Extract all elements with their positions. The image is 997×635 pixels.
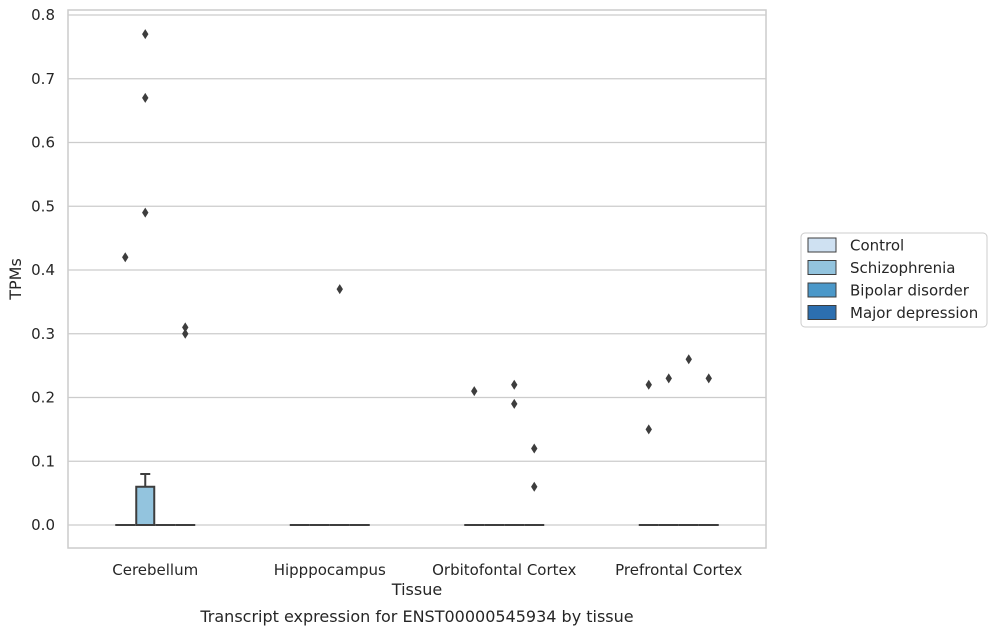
x-tick-label: Hipppocampus <box>274 561 386 579</box>
x-axis-label: Tissue <box>391 580 442 599</box>
outlier-point <box>122 252 129 263</box>
outlier-point <box>471 386 478 397</box>
y-tick-label: 0.5 <box>31 197 55 215</box>
outlier-point <box>142 207 149 218</box>
outlier-point <box>531 443 538 454</box>
outlier-point <box>511 398 518 409</box>
outlier-point <box>182 322 189 333</box>
outlier-point <box>531 481 538 492</box>
legend-swatch <box>807 260 837 275</box>
y-axis-label: TPMs <box>6 258 25 301</box>
x-tick-label: Orbitofontal Cortex <box>432 561 576 579</box>
grid-lines <box>68 14 766 526</box>
boxes <box>115 473 719 526</box>
x-axis-ticks: Cerebellum Hipppocampus Orbitofontal Corte… <box>112 561 742 579</box>
y-tick-label: 0.3 <box>31 325 55 343</box>
legend: Control Schizophrenia Bipolar disorder Majo… <box>800 232 988 328</box>
outlier-point <box>705 373 712 384</box>
outlier-points <box>122 29 712 492</box>
outlier-point <box>645 379 652 390</box>
y-tick-label: 0.8 <box>31 6 55 24</box>
chart-caption: Transcript expression for ENST0000054593… <box>199 607 633 626</box>
legend-swatch <box>807 237 837 253</box>
outlier-point <box>336 284 343 295</box>
plot-frame <box>67 9 767 549</box>
y-axis-ticks: 0.0 0.1 0.2 0.3 0.4 0.5 0.6 0.7 0.8 <box>31 6 55 534</box>
outlier-point <box>645 424 652 435</box>
y-tick-label: 0.2 <box>31 389 55 407</box>
legend-swatch <box>807 282 837 298</box>
legend-label: Bipolar disorder <box>850 282 970 300</box>
y-tick-label: 0.0 <box>31 516 55 534</box>
x-tick-label: Cerebellum <box>112 561 198 579</box>
legend-label: Control <box>850 237 904 255</box>
outlier-point <box>511 379 518 390</box>
box <box>135 485 156 526</box>
outlier-point <box>685 354 692 365</box>
y-tick-label: 0.1 <box>31 452 55 470</box>
outlier-point <box>182 328 189 339</box>
legend-label: Schizophrenia <box>850 259 955 277</box>
y-tick-label: 0.4 <box>31 261 55 279</box>
y-tick-label: 0.7 <box>31 70 55 88</box>
outlier-point <box>665 373 672 384</box>
legend-frame <box>800 232 988 328</box>
outlier-point <box>142 92 149 103</box>
x-tick-label: Prefrontal Cortex <box>615 561 742 579</box>
y-tick-label: 0.6 <box>31 134 55 152</box>
legend-swatch <box>807 305 837 320</box>
legend-label: Major depression <box>850 304 978 322</box>
outlier-point <box>142 29 149 40</box>
